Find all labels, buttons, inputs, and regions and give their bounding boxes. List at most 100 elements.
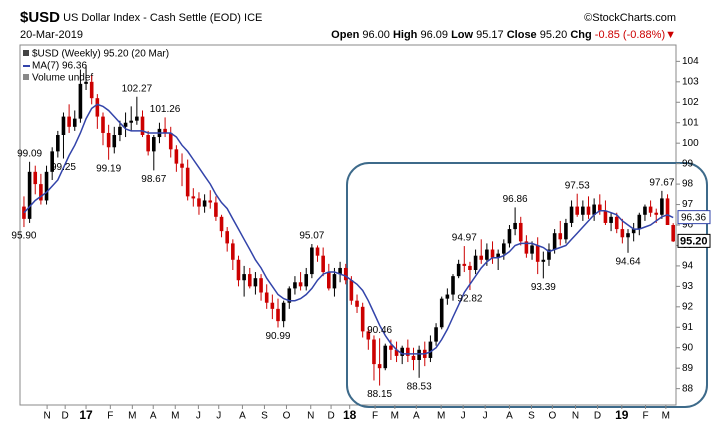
candle-body — [151, 137, 156, 152]
candle-body — [524, 241, 529, 254]
candle-body — [468, 265, 472, 270]
x-tick-label: J — [483, 411, 488, 422]
candle-body — [281, 302, 286, 322]
highlight-box — [346, 162, 708, 408]
v: 96.09 — [420, 29, 448, 41]
candle-body — [513, 222, 517, 230]
candle-body — [400, 347, 404, 356]
k: Low — [451, 29, 473, 41]
candle-body — [214, 202, 218, 217]
x-tick-label: 17 — [79, 408, 93, 422]
candle-body — [270, 302, 275, 309]
x-tick-label: 19 — [615, 408, 629, 422]
candle-body — [614, 216, 619, 230]
x-tick-label: N — [572, 411, 579, 422]
candle-body — [581, 206, 585, 215]
candle-body — [89, 81, 94, 99]
candle-body — [39, 184, 43, 201]
candle-body — [56, 135, 60, 152]
candle-body — [654, 212, 659, 215]
candle-body — [558, 233, 563, 240]
candle-body — [496, 253, 500, 258]
x-tick-label: F — [642, 411, 648, 422]
x-tick-label: A — [413, 411, 420, 422]
price-annotation: 92.82 — [457, 294, 482, 305]
candle-body — [112, 135, 117, 148]
candle-body — [473, 255, 478, 270]
ma-line — [23, 103, 674, 355]
candle-body — [219, 216, 224, 232]
candle-body — [185, 167, 190, 197]
candle-body — [660, 198, 664, 215]
y-tick-label: 91 — [682, 322, 694, 333]
candle-body — [298, 282, 303, 287]
price-annotation: 97.67 — [649, 177, 674, 188]
header-title: $USD US Dollar Index - Cash Settle (EOD)… — [20, 9, 262, 26]
candle-body — [434, 327, 438, 342]
candle-body — [366, 331, 371, 340]
y-tick-label: 103 — [682, 76, 699, 87]
k: Open — [331, 29, 359, 41]
candle-body — [569, 206, 574, 223]
candle-body — [485, 249, 489, 260]
candle-body — [439, 298, 444, 328]
x-tick-label: F — [372, 411, 378, 422]
candle-body — [643, 206, 647, 215]
x-tick-label: S — [528, 411, 535, 422]
candle-body — [67, 116, 71, 127]
candle-body — [355, 300, 359, 307]
close-value-label: 95.20 — [680, 235, 708, 247]
price-annotation: 90.99 — [265, 331, 290, 342]
candle-body — [44, 171, 49, 201]
candle-body — [310, 247, 314, 275]
candle-body — [547, 249, 551, 260]
ma-value-label: 96.36 — [681, 212, 706, 223]
candle-body — [168, 132, 173, 150]
v: -0.85 (-0.88%)▼ — [595, 29, 676, 41]
candle-body — [140, 116, 145, 135]
name: US Dollar Index - Cash Settle (EOD) ICE — [63, 12, 262, 24]
candle-body — [637, 214, 642, 230]
v: 95.20 — [540, 29, 568, 41]
candle-body — [146, 135, 150, 152]
candle-body — [174, 149, 179, 164]
y-tick-label: 99 — [682, 158, 694, 169]
date: 20-Mar-2019 — [20, 29, 83, 41]
candle-body — [191, 196, 196, 199]
source: ©StockCharts.com — [584, 12, 676, 24]
y-tick-label: 90 — [682, 342, 694, 353]
k: High — [393, 29, 418, 41]
candle-body — [27, 171, 32, 219]
candle-body — [507, 229, 512, 244]
legend-entry: $USD (Weekly) 95.20 (20 Mar) — [32, 49, 169, 60]
price-annotation: 88.15 — [367, 389, 392, 400]
legend-entry: Volume undef — [32, 73, 93, 84]
x-tick-label: A — [506, 411, 513, 422]
price-annotation: 96.86 — [503, 194, 528, 205]
x-tick-label: S — [261, 411, 268, 422]
candle-body — [406, 347, 410, 356]
candle-body — [490, 249, 495, 258]
candle-body — [530, 245, 534, 254]
price-annotation: 101.26 — [150, 104, 181, 115]
ohlc: Open 96.00 High 96.09 Low 95.17 Close 95… — [331, 29, 676, 41]
price-annotation: 97.53 — [565, 180, 590, 191]
candle-body — [118, 126, 122, 135]
price-annotation: 93.39 — [531, 282, 556, 293]
candle-body — [451, 276, 455, 295]
x-tick-label: D — [594, 411, 601, 422]
candle-body — [304, 274, 309, 287]
y-tick-label: 93 — [682, 281, 694, 292]
candle-body — [95, 98, 100, 117]
candle-body — [72, 118, 77, 127]
candle-body — [631, 229, 636, 234]
price-annotation: 95.90 — [11, 231, 36, 242]
candle-body — [603, 210, 608, 223]
candle-body — [106, 132, 111, 148]
candle-body — [671, 225, 675, 242]
candle-body — [360, 306, 365, 332]
price-annotation: 98.67 — [141, 174, 166, 185]
candle-body — [208, 200, 213, 203]
candle-body — [259, 278, 263, 293]
